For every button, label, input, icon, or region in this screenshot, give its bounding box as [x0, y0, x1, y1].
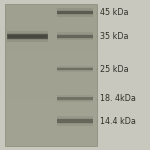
FancyBboxPatch shape [57, 67, 93, 71]
Text: 45 kDa: 45 kDa [100, 8, 129, 17]
Text: 18. 4kDa: 18. 4kDa [100, 94, 136, 103]
FancyBboxPatch shape [5, 137, 97, 142]
FancyBboxPatch shape [57, 11, 93, 14]
FancyBboxPatch shape [7, 33, 48, 40]
FancyBboxPatch shape [5, 118, 97, 123]
FancyBboxPatch shape [57, 66, 93, 72]
FancyBboxPatch shape [5, 4, 97, 146]
FancyBboxPatch shape [8, 35, 47, 38]
FancyBboxPatch shape [57, 8, 93, 17]
Text: 35 kDa: 35 kDa [100, 32, 129, 41]
FancyBboxPatch shape [5, 142, 97, 146]
FancyBboxPatch shape [5, 123, 97, 127]
FancyBboxPatch shape [57, 118, 93, 124]
FancyBboxPatch shape [57, 97, 93, 101]
FancyBboxPatch shape [57, 119, 93, 123]
FancyBboxPatch shape [57, 35, 93, 38]
FancyBboxPatch shape [57, 68, 93, 70]
FancyBboxPatch shape [7, 34, 48, 39]
Text: 14.4 kDa: 14.4 kDa [100, 117, 136, 126]
FancyBboxPatch shape [7, 31, 48, 42]
FancyBboxPatch shape [57, 116, 93, 126]
FancyBboxPatch shape [57, 10, 93, 15]
FancyBboxPatch shape [5, 132, 97, 137]
FancyBboxPatch shape [57, 34, 93, 39]
Text: 25 kDa: 25 kDa [100, 64, 129, 74]
FancyBboxPatch shape [57, 98, 93, 100]
FancyBboxPatch shape [57, 32, 93, 40]
FancyBboxPatch shape [57, 95, 93, 102]
FancyBboxPatch shape [5, 127, 97, 132]
